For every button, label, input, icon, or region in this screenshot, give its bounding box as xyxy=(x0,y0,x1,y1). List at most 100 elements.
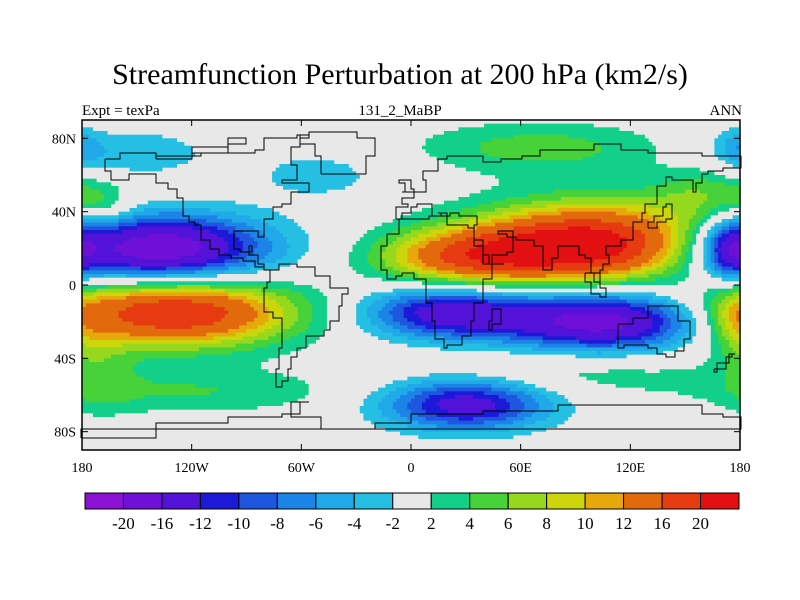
field-cell xyxy=(590,329,602,334)
field-cell xyxy=(703,255,708,260)
field-cell xyxy=(118,222,138,227)
field-cell xyxy=(151,380,306,385)
field-cell xyxy=(82,347,200,352)
field-cell xyxy=(279,266,354,271)
field-cell xyxy=(633,226,661,231)
field-cell xyxy=(685,259,694,264)
field-cell xyxy=(736,314,741,319)
field-cell xyxy=(202,244,229,249)
contour-field xyxy=(82,120,741,451)
field-cell xyxy=(469,255,609,260)
field-cell xyxy=(612,230,642,235)
field-cell xyxy=(443,160,657,165)
field-cell xyxy=(626,318,653,323)
field-cell xyxy=(454,164,668,169)
field-cell xyxy=(429,340,503,345)
field-cell xyxy=(304,252,350,257)
field-cell xyxy=(268,222,299,227)
field-cell xyxy=(703,252,708,257)
field-cell xyxy=(736,296,741,301)
field-cell xyxy=(206,259,226,264)
field-cell xyxy=(707,259,712,264)
field-cell xyxy=(301,292,324,297)
field-cell xyxy=(421,406,441,411)
field-cell xyxy=(710,336,719,341)
field-cell xyxy=(718,204,741,209)
field-cell xyxy=(82,186,90,191)
field-cell xyxy=(396,409,412,414)
field-cell xyxy=(268,307,284,312)
field-cell xyxy=(641,248,661,253)
field-cell xyxy=(257,241,273,246)
field-cell xyxy=(710,255,716,260)
field-cell xyxy=(655,277,686,282)
field-cell xyxy=(290,160,335,165)
field-cell xyxy=(378,336,408,341)
field-cell xyxy=(710,226,716,231)
field-cell xyxy=(429,153,489,158)
field-cell xyxy=(707,233,712,238)
field-cell xyxy=(370,244,387,249)
field-cell xyxy=(663,244,672,249)
field-cell xyxy=(718,259,726,264)
field-cell xyxy=(144,208,211,213)
field-cell xyxy=(312,303,328,308)
field-cell xyxy=(718,340,730,345)
field-cell xyxy=(721,310,730,315)
field-cell xyxy=(502,340,544,345)
field-cell xyxy=(688,248,694,253)
field-cell xyxy=(443,259,482,264)
field-cell xyxy=(400,395,416,400)
field-cell xyxy=(425,244,449,249)
field-cell xyxy=(308,244,354,249)
field-cell xyxy=(421,208,463,213)
field-cell xyxy=(283,373,430,378)
field-cell xyxy=(242,241,259,246)
field-cell xyxy=(389,340,430,345)
field-cell xyxy=(136,373,284,378)
field-cell xyxy=(524,424,558,429)
field-cell xyxy=(290,351,511,356)
field-cell xyxy=(253,340,284,345)
field-cell xyxy=(414,321,434,326)
field-cell xyxy=(703,296,716,301)
field-cell xyxy=(546,204,650,209)
field-cell xyxy=(82,193,105,198)
field-cell xyxy=(663,219,679,224)
field-cell xyxy=(703,299,712,304)
field-cell xyxy=(597,142,653,147)
field-cell xyxy=(421,318,555,323)
field-cell xyxy=(480,233,518,238)
field-cell xyxy=(491,384,518,389)
field-cell xyxy=(524,417,547,422)
field-cell xyxy=(626,237,646,242)
field-cell xyxy=(392,230,412,235)
field-cell xyxy=(82,277,90,282)
field-cell xyxy=(107,131,445,136)
field-cell xyxy=(626,241,646,246)
field-cell xyxy=(626,321,653,326)
field-cell xyxy=(82,241,94,246)
field-cell xyxy=(202,266,229,271)
field-cell xyxy=(663,182,726,187)
field-cell xyxy=(644,387,726,392)
field-cell xyxy=(283,186,346,191)
field-cell xyxy=(692,340,712,345)
field-cell xyxy=(228,230,244,235)
field-cell xyxy=(513,226,569,231)
field-cell xyxy=(710,233,716,238)
field-cell xyxy=(421,281,467,286)
field-cell xyxy=(111,354,196,359)
field-cell xyxy=(710,310,719,315)
field-cell xyxy=(385,395,401,400)
field-cell xyxy=(85,398,131,403)
field-cell xyxy=(557,424,741,429)
field-cell xyxy=(546,274,602,279)
field-cell xyxy=(359,409,383,414)
field-cell xyxy=(421,402,438,407)
field-cell xyxy=(425,409,449,414)
field-cell xyxy=(363,233,387,238)
field-cell xyxy=(118,186,284,191)
field-cell xyxy=(736,395,741,400)
field-cell xyxy=(692,255,705,260)
